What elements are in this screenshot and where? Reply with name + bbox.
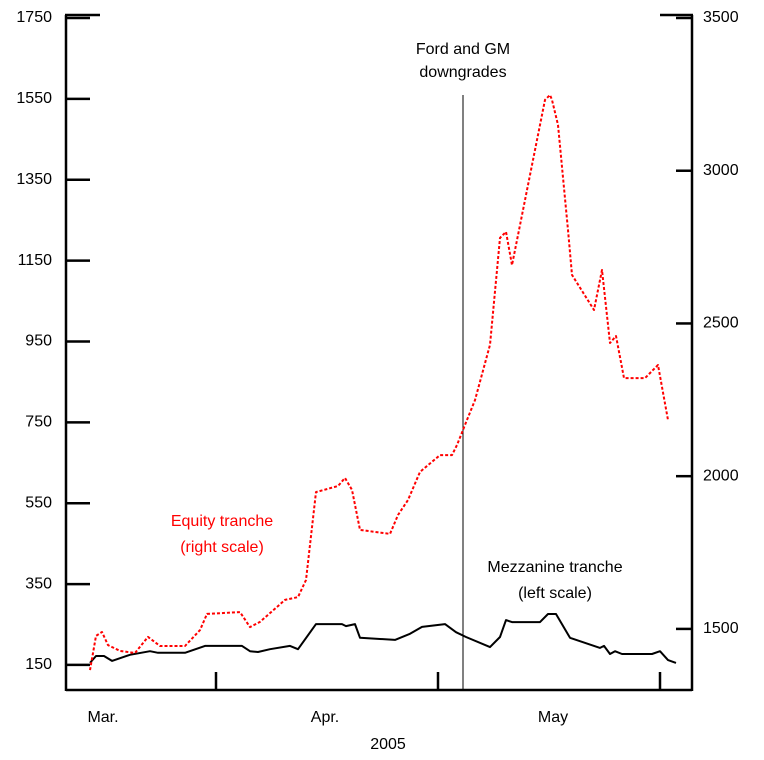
event-label: downgrades (419, 64, 506, 81)
y2-tick-label: 2500 (703, 315, 739, 332)
y2-tick-label: 3000 (703, 162, 739, 179)
series-label: (left scale) (518, 585, 592, 602)
x-tick-label: Mar. (87, 709, 118, 726)
series-line (89, 613, 677, 664)
x-tick-label: Apr. (311, 709, 339, 726)
y2-tick-label: 1500 (703, 620, 739, 637)
x-tick-label: May (538, 709, 568, 726)
series-label: (right scale) (180, 539, 264, 556)
x-axis-label: 2005 (370, 736, 406, 753)
y-tick-label: 1750 (16, 9, 52, 26)
y-tick-label: 950 (25, 333, 52, 350)
series-line (89, 94, 669, 671)
y-tick-label: 1550 (16, 90, 52, 107)
y-tick-label: 750 (25, 414, 52, 431)
series-label: Mezzanine tranche (487, 559, 622, 576)
y-tick-label: 550 (25, 494, 52, 511)
y-tick-label: 1350 (16, 171, 52, 188)
y2-tick-label: 2000 (703, 467, 739, 484)
y-tick-label: 350 (25, 575, 52, 592)
y-tick-label: 150 (25, 656, 52, 673)
event-label: Ford and GM (416, 41, 510, 58)
y-tick-label: 1150 (18, 252, 53, 269)
y2-tick-label: 3500 (703, 9, 739, 26)
series-label: Equity tranche (171, 513, 273, 530)
axes (64, 13, 694, 692)
